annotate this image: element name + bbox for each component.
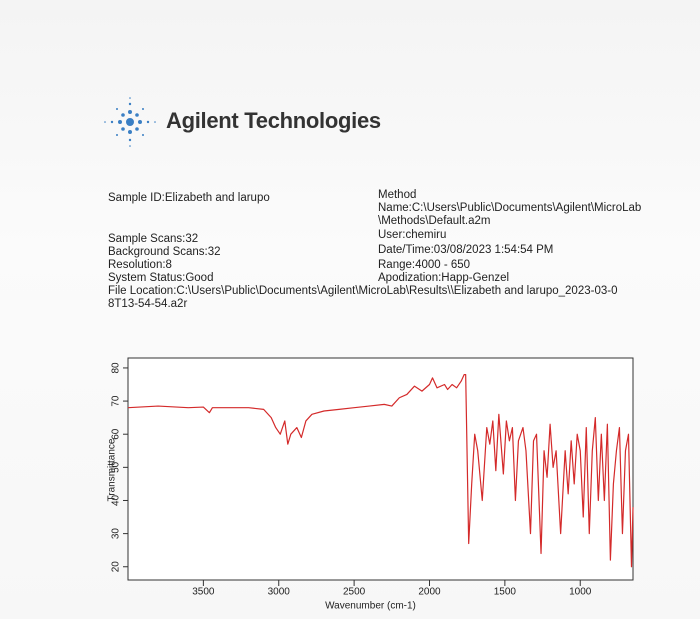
y-tick-label: 20 (111, 561, 122, 573)
method-name: Name:C:\Users\Public\Documents\Agilent\M… (378, 202, 642, 227)
sample-id: Sample ID:Elizabeth and larupo (108, 192, 270, 204)
sample-scans: Sample Scans:32 (108, 233, 199, 245)
y-tick-label: 50 (111, 461, 122, 473)
user: User:chemiru (378, 229, 447, 241)
method-heading: Method (378, 189, 417, 201)
range: Range:4000 - 650 (378, 259, 471, 271)
y-tick-label: 80 (111, 362, 122, 374)
x-tick-label: 3500 (192, 587, 215, 598)
apodization: Apodization:Happ-Genzel (378, 272, 510, 284)
system-status: System Status:Good (108, 272, 214, 284)
x-tick-label: 2500 (343, 587, 366, 598)
spectrum-line (127, 373, 634, 568)
resolution: Resolution:8 (108, 259, 172, 271)
y-tick-label: 70 (111, 395, 122, 407)
agilent-logo (104, 97, 156, 147)
y-tick-label: 60 (111, 428, 122, 440)
brand-title: Agilent Technologies (166, 108, 381, 133)
background-scans: Background Scans:32 (108, 246, 221, 258)
y-tick-label: 40 (111, 494, 122, 506)
x-tick-label: 2000 (418, 587, 441, 598)
y-tick-label: 30 (111, 528, 122, 540)
x-tick-label: 1000 (569, 587, 592, 598)
x-axis-label: Wavenumber (cm-1) (325, 601, 416, 612)
date-time: Date/Time:03/08/2023 1:54:54 PM (378, 244, 554, 256)
file-location: File Location:C:\Users\Public\Documents\… (108, 285, 618, 310)
plot-frame (127, 357, 634, 581)
x-tick-label: 1500 (494, 587, 517, 598)
y-axis-label: Transmittance (107, 438, 118, 501)
x-tick-label: 3000 (268, 587, 291, 598)
